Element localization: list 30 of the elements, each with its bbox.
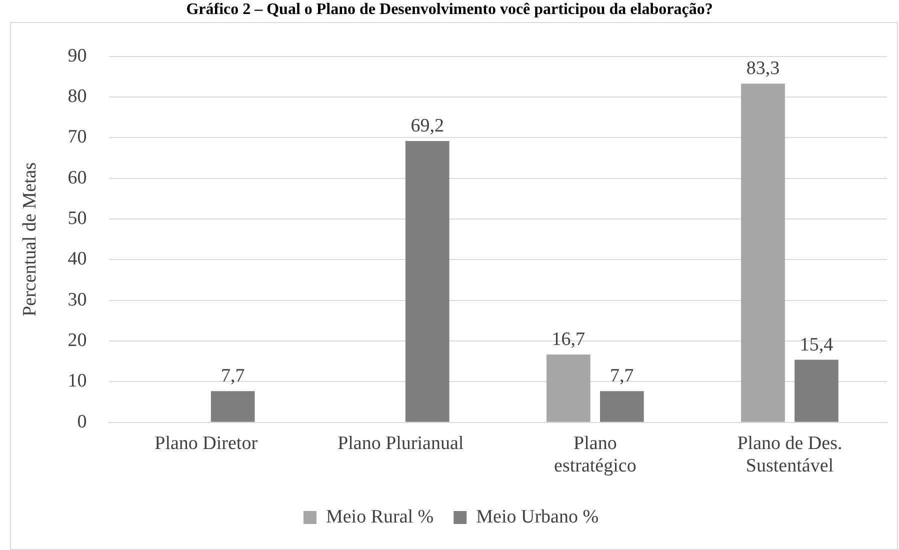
x-tick-label: Plano Diretor (154, 432, 258, 454)
data-label: 15,4 (800, 334, 834, 356)
y-tick-label: 0 (77, 411, 87, 432)
y-tick-label: 80 (68, 86, 87, 108)
x-tick-label: Plano de Des. Sustentável (737, 432, 842, 477)
x-tick-label: Plano estratégico (554, 432, 636, 477)
data-label: 16,7 (552, 328, 586, 350)
bar (794, 360, 838, 422)
y-axis-title: Percentual de Metas (19, 162, 40, 316)
data-label: 83,3 (746, 58, 780, 80)
bar (741, 84, 785, 422)
bar (405, 140, 450, 422)
data-label: 7,7 (220, 366, 245, 387)
y-tick-label: 50 (68, 208, 87, 230)
legend-label: Meio Rural % (326, 506, 434, 528)
data-label: 7,7 (610, 366, 634, 387)
y-tick-label: 70 (68, 126, 87, 148)
legend-label: Meio Urbano % (476, 506, 599, 528)
data-label: 69,2 (410, 115, 444, 136)
bar (600, 391, 644, 422)
y-tick-label: 60 (68, 167, 87, 188)
y-tick-label: 40 (68, 248, 87, 270)
y-tick-label: 10 (68, 370, 87, 392)
y-tick-label: 90 (68, 45, 87, 66)
bar (210, 391, 255, 422)
chart-title: Gráfico 2 – Qual o Plano de Desenvolvimento você participou da elaboração? (185, 0, 714, 20)
y-tick-label: 20 (68, 330, 87, 352)
bar (546, 354, 590, 422)
x-tick-label: Plano Plurianual (338, 432, 464, 454)
y-tick-label: 30 (68, 289, 87, 310)
